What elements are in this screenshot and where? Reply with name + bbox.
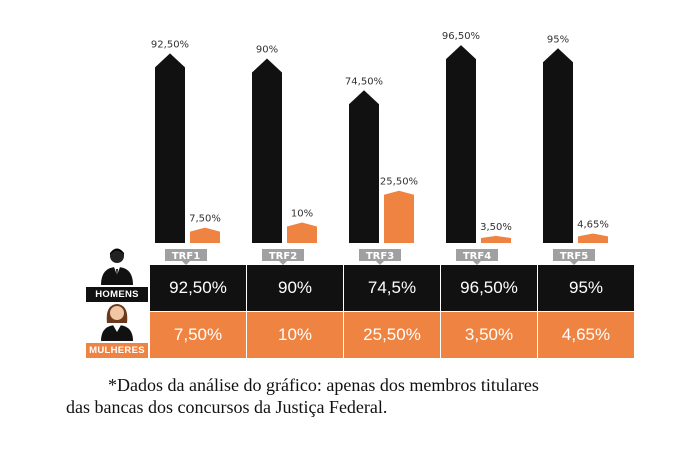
footnote: *Dados da análise do gráfico: apenas dos… <box>66 374 646 418</box>
tag-trf3 <box>359 249 401 265</box>
bar-mulheres-trf4 <box>481 235 511 243</box>
bar-homens-trf1 <box>155 53 185 243</box>
tick-label-trf4: TRF4 <box>463 251 491 262</box>
footnote-line-2: das bancas dos concursos da Justiça Fede… <box>66 397 388 417</box>
cell-homens-trf4: 96,50% <box>440 265 537 311</box>
table-row-mulheres: 7,50% 10% 25,50% 3,50% 4,65% <box>150 312 634 358</box>
bar-mulheres-trf5 <box>578 233 608 243</box>
label-mulheres-trf3: 25,50% <box>380 177 418 188</box>
data-table: HOMENS MULHERES 92,50% 90% 74,5% 96,50% … <box>86 248 634 359</box>
cell-homens-trf5: 95% <box>537 265 634 311</box>
bar-mulheres-trf3 <box>384 190 414 243</box>
tag-trf1 <box>165 249 207 265</box>
cell-mulheres-trf5: 4,65% <box>537 312 634 358</box>
cell-homens-trf2: 90% <box>246 265 343 311</box>
tick-label-trf2: TRF2 <box>269 251 297 262</box>
tag-trf4 <box>456 249 498 265</box>
table-row-homens: 92,50% 90% 74,5% 96,50% 95% <box>150 265 634 311</box>
man-icon <box>101 248 133 285</box>
legend-homens: HOMENS <box>86 245 148 302</box>
cell-mulheres-trf1: 7,50% <box>173 325 223 344</box>
cell-mulheres-trf2: 10% <box>246 312 343 358</box>
bar-homens-trf3 <box>349 90 379 244</box>
tag-trf5 <box>553 249 595 265</box>
cell-homens-trf3: 74,5% <box>343 265 440 311</box>
cell-mulheres-trf4: 3,50% <box>440 312 537 358</box>
legend-mulheres-label: MULHERES <box>86 343 148 358</box>
tick-label-trf3: TRF3 <box>366 251 394 262</box>
label-mulheres-trf2: 10% <box>291 209 313 220</box>
label-homens-trf3: 74,50% <box>345 76 383 87</box>
woman-icon <box>101 304 133 341</box>
footnote-line-1: *Dados da análise do gráfico: apenas dos… <box>108 375 539 395</box>
label-homens-trf4: 96,50% <box>442 31 480 42</box>
tick-label-trf5: TRF5 <box>560 251 588 262</box>
legend-homens-label: HOMENS <box>86 287 148 302</box>
tag-trf2 <box>262 249 304 265</box>
cell-homens-trf1: 92,50% <box>169 278 227 297</box>
tick-label-trf1: TRF1 <box>172 251 200 262</box>
bar-homens-trf2 <box>252 58 282 243</box>
bar-mulheres-trf1 <box>190 227 220 243</box>
bar-mulheres-trf2 <box>287 222 317 243</box>
bar-homens-trf4 <box>446 45 476 243</box>
label-mulheres-trf1: 7,50% <box>189 214 221 225</box>
label-homens-trf5: 95% <box>547 34 569 45</box>
label-mulheres-trf4: 3,50% <box>480 222 512 233</box>
label-homens-trf1: 92,50% <box>151 39 189 50</box>
cell-mulheres-trf3: 25,50% <box>343 312 440 358</box>
bar-homens-trf5 <box>543 48 573 243</box>
legend-mulheres: MULHERES <box>86 301 148 358</box>
label-mulheres-trf5: 4,65% <box>577 219 609 230</box>
bar-chart: 92,50% 7,50% TRF1 90% 10% TRF2 74,50% 25,50% TRF… <box>151 31 609 265</box>
label-homens-trf2: 90% <box>256 45 278 56</box>
